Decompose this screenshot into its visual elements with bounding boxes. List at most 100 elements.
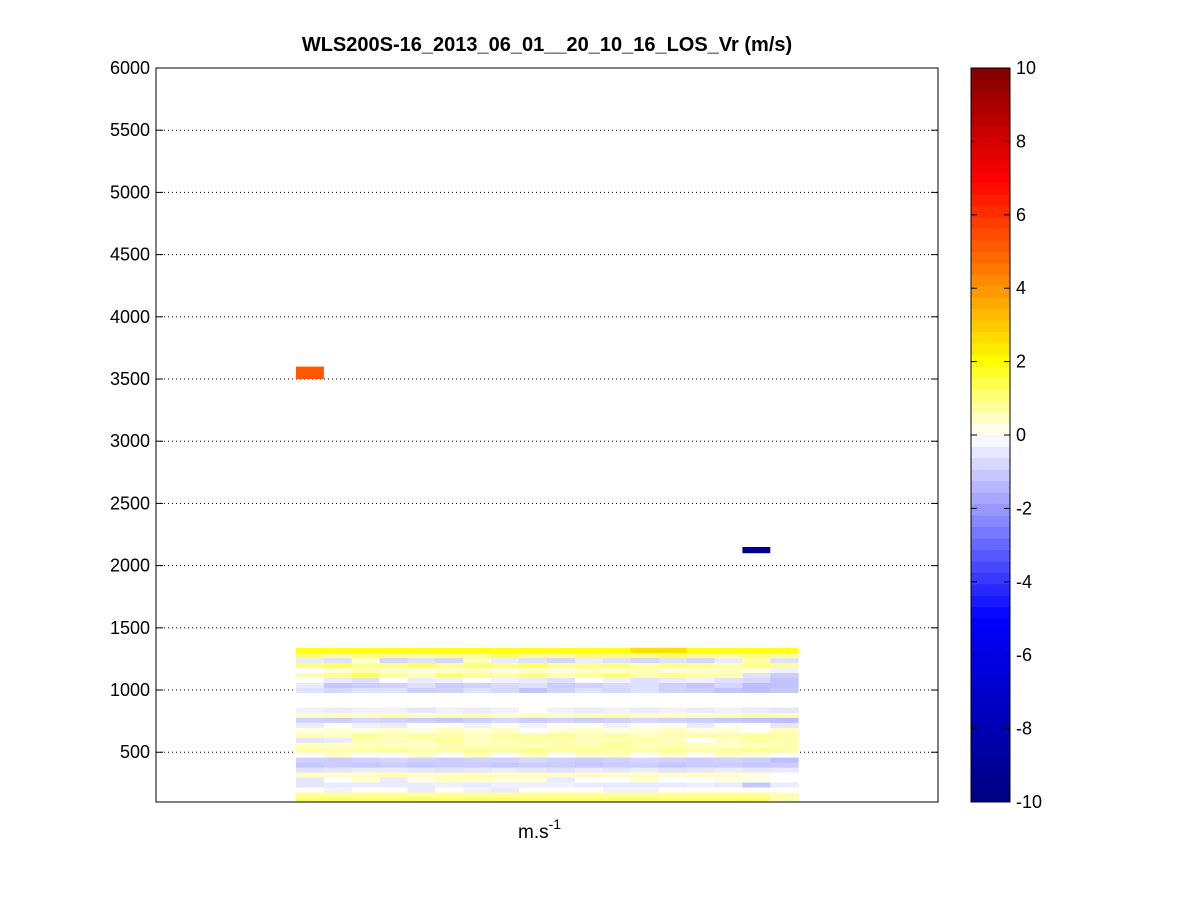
heatmap-cell bbox=[323, 772, 353, 778]
colorbar-band bbox=[971, 457, 1010, 470]
heatmap-cell bbox=[742, 677, 771, 683]
heatmap-cell bbox=[602, 657, 632, 664]
heatmap-cell bbox=[435, 672, 464, 678]
heatmap-cell bbox=[296, 792, 325, 798]
heatmap-cell bbox=[379, 672, 408, 678]
heatmap-cell bbox=[323, 792, 353, 798]
heatmap-cell bbox=[602, 752, 632, 758]
heatmap-cell bbox=[742, 797, 771, 803]
heatmap-cell bbox=[407, 677, 436, 683]
heatmap-cell bbox=[323, 647, 353, 654]
heatmap-cell bbox=[575, 727, 604, 733]
heatmap-cell bbox=[407, 647, 436, 654]
y-tick-label: 3000 bbox=[110, 431, 150, 451]
heatmap-cell bbox=[742, 647, 771, 654]
heatmap-cell bbox=[296, 712, 325, 718]
colorbar-band bbox=[971, 205, 1010, 218]
colorbar-band bbox=[971, 90, 1010, 103]
heatmap-cell bbox=[547, 737, 576, 743]
heatmap-cell bbox=[547, 717, 576, 723]
heatmap-cell bbox=[519, 727, 548, 733]
heatmap-cell bbox=[686, 757, 715, 763]
heatmap-cell bbox=[602, 652, 632, 659]
colorbar-band bbox=[971, 423, 1010, 436]
heatmap-cell bbox=[491, 652, 520, 659]
heatmap-cell bbox=[630, 657, 660, 664]
heatmap-cell bbox=[770, 772, 799, 778]
heatmap-cell bbox=[714, 772, 743, 778]
heatmap-cell bbox=[351, 752, 381, 758]
colorbar-tick-label: -4 bbox=[1016, 572, 1032, 592]
heatmap-cell bbox=[575, 687, 604, 693]
heatmap-cell bbox=[686, 727, 715, 733]
heatmap-cell bbox=[630, 722, 660, 728]
heatmap-cell bbox=[714, 722, 743, 728]
colorbar-band bbox=[971, 480, 1010, 493]
heatmap-cell bbox=[351, 737, 381, 743]
heatmap-cell bbox=[742, 752, 771, 758]
heatmap-cell bbox=[742, 787, 771, 793]
heatmap-cell bbox=[770, 767, 799, 773]
heatmap-cell bbox=[686, 772, 715, 778]
colorbar-tick-label: 0 bbox=[1016, 425, 1026, 445]
heatmap-cell bbox=[770, 752, 799, 758]
heatmap-cell bbox=[491, 677, 520, 683]
heatmap-cell bbox=[323, 797, 353, 803]
heatmap-cell bbox=[379, 707, 408, 713]
heatmap-cell bbox=[658, 782, 687, 788]
heatmap-cell bbox=[296, 782, 325, 788]
heatmap-cell bbox=[630, 752, 660, 758]
heatmap-cell bbox=[407, 727, 436, 733]
heatmap-cell bbox=[463, 797, 492, 803]
heatmap-cell bbox=[770, 722, 799, 728]
heatmap-cell bbox=[463, 787, 492, 793]
y-tick-label: 5500 bbox=[110, 120, 150, 140]
heatmap-cell bbox=[658, 672, 687, 678]
heatmap-cell bbox=[519, 652, 548, 659]
heatmap-cell bbox=[463, 677, 492, 683]
heatmap-cell bbox=[630, 742, 660, 748]
heatmap-cell bbox=[379, 757, 408, 763]
heatmap-cell bbox=[463, 687, 492, 693]
heatmap-cell bbox=[770, 732, 799, 738]
heatmap-cell bbox=[519, 707, 548, 713]
y-tick-label: 5000 bbox=[110, 182, 150, 202]
colorbar-band bbox=[971, 389, 1010, 401]
heatmap-cell bbox=[658, 712, 687, 718]
colorbar-band bbox=[971, 767, 1010, 780]
heatmap-cell bbox=[296, 747, 325, 753]
heatmap-cell bbox=[435, 782, 464, 788]
heatmap-cell bbox=[351, 662, 381, 669]
heatmap-cell bbox=[770, 667, 799, 673]
heatmap-cell bbox=[714, 767, 743, 773]
heatmap-cell bbox=[463, 712, 492, 718]
heatmap-cell bbox=[379, 737, 408, 743]
heatmap-cell bbox=[714, 682, 743, 688]
heatmap-cell bbox=[686, 722, 715, 728]
heatmap-cell bbox=[547, 712, 576, 718]
heatmap-cell bbox=[770, 792, 799, 798]
heatmap-cell bbox=[296, 777, 325, 783]
heatmap-cell bbox=[714, 677, 743, 683]
heatmap-cell bbox=[296, 767, 325, 773]
heatmap-cell bbox=[407, 782, 436, 788]
heatmap-cell bbox=[658, 752, 687, 758]
heatmap-cell bbox=[491, 762, 520, 768]
heatmap-cell bbox=[323, 737, 353, 743]
heatmap-cell bbox=[602, 677, 632, 683]
colorbar-tick-label: -10 bbox=[1016, 792, 1042, 812]
heatmap-cell bbox=[770, 712, 799, 718]
heatmap-cell bbox=[323, 722, 353, 728]
heatmap-cell bbox=[463, 657, 492, 664]
heatmap-cell bbox=[658, 722, 687, 728]
heatmap-cell bbox=[491, 717, 520, 723]
heatmap-cell bbox=[742, 722, 771, 728]
heatmap-cell bbox=[323, 762, 353, 768]
heatmap-cell bbox=[575, 677, 604, 683]
heatmap-cell bbox=[630, 677, 660, 683]
colorbar-band bbox=[971, 217, 1010, 229]
heatmap-cell bbox=[491, 742, 520, 748]
colorbar-band bbox=[971, 733, 1010, 745]
heatmap-cell bbox=[379, 677, 408, 683]
heatmap-cell bbox=[491, 687, 520, 693]
